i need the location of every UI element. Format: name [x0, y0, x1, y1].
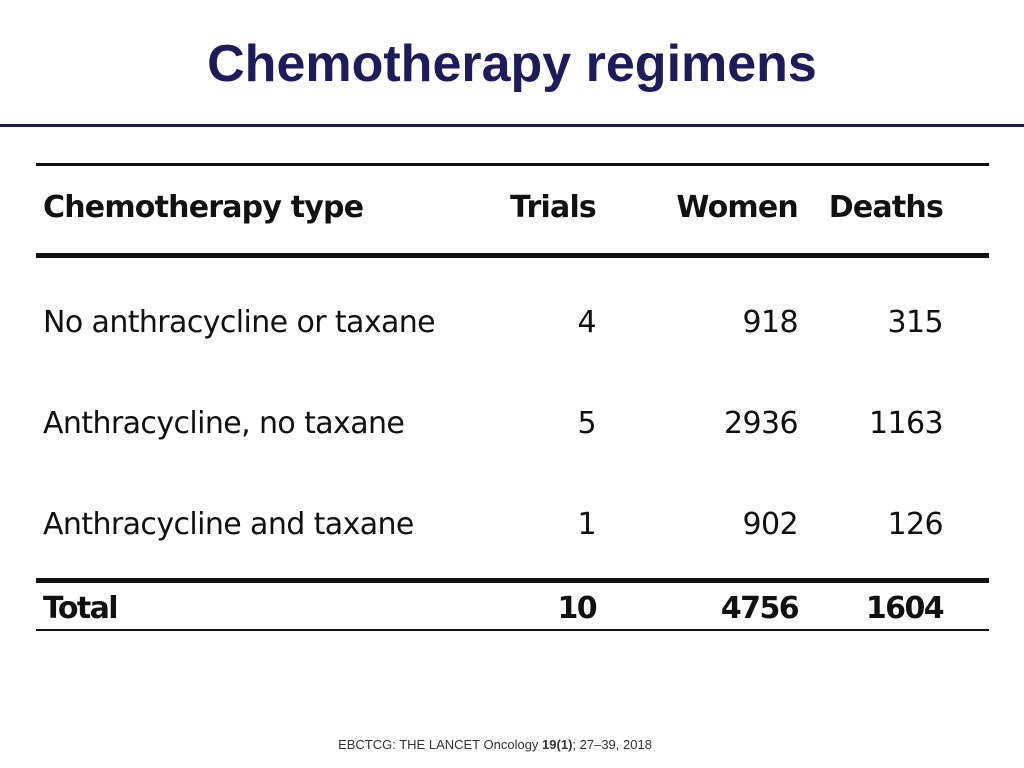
header-bottom-rule	[36, 253, 989, 258]
row-deaths-cell: 126	[887, 507, 944, 542]
table-row: Anthracycline and taxane 1 902 126	[36, 507, 989, 578]
total-women: 4756	[720, 591, 800, 626]
table-row: Anthracycline, no taxane 5 2936 1163	[36, 406, 989, 507]
row-deaths-cell: 315	[887, 305, 944, 340]
header-chemotherapy-type: Chemotherapy type	[43, 190, 364, 225]
table-total-row: Total 10 4756 1604	[36, 583, 989, 629]
header-deaths: Deaths	[828, 190, 944, 225]
row-trials-cell: 1	[577, 507, 597, 542]
row-deaths-cell: 1163	[869, 406, 944, 441]
row-type-cell: No anthracycline or taxane	[43, 305, 436, 340]
row-women-cell: 902	[742, 507, 799, 542]
citation-prefix: EBCTCG: THE LANCET Oncology	[338, 737, 543, 752]
header-trials: Trials	[510, 190, 597, 225]
table-body-spacer	[36, 258, 989, 305]
total-deaths: 1604	[865, 591, 945, 626]
row-women-cell: 918	[742, 305, 799, 340]
table-bottom-rule	[36, 629, 989, 631]
title-divider	[0, 124, 1024, 127]
table-row: No anthracycline or taxane 4 918 315	[36, 305, 989, 406]
row-trials-cell: 4	[577, 305, 597, 340]
table-top-rule	[36, 163, 989, 166]
citation-volume: 19(1)	[542, 737, 573, 752]
total-trials: 10	[557, 591, 597, 626]
row-type-cell: Anthracycline and taxane	[43, 507, 414, 542]
total-top-rule	[36, 578, 989, 583]
row-trials-cell: 5	[577, 406, 597, 441]
total-label: Total	[43, 591, 119, 626]
header-women: Women	[676, 190, 798, 225]
citation: EBCTCG: THE LANCET Oncology 19(1); 27–39…	[0, 737, 990, 752]
row-women-cell: 2936	[724, 406, 799, 441]
slide-title: Chemotherapy regimens	[207, 35, 817, 93]
table-header-row: Chemotherapy type Trials Women Deaths	[36, 166, 989, 253]
row-type-cell: Anthracycline, no taxane	[43, 406, 405, 441]
citation-suffix: ; 27–39, 2018	[572, 737, 652, 752]
regimens-table: Chemotherapy type Trials Women Deaths No…	[36, 163, 989, 631]
